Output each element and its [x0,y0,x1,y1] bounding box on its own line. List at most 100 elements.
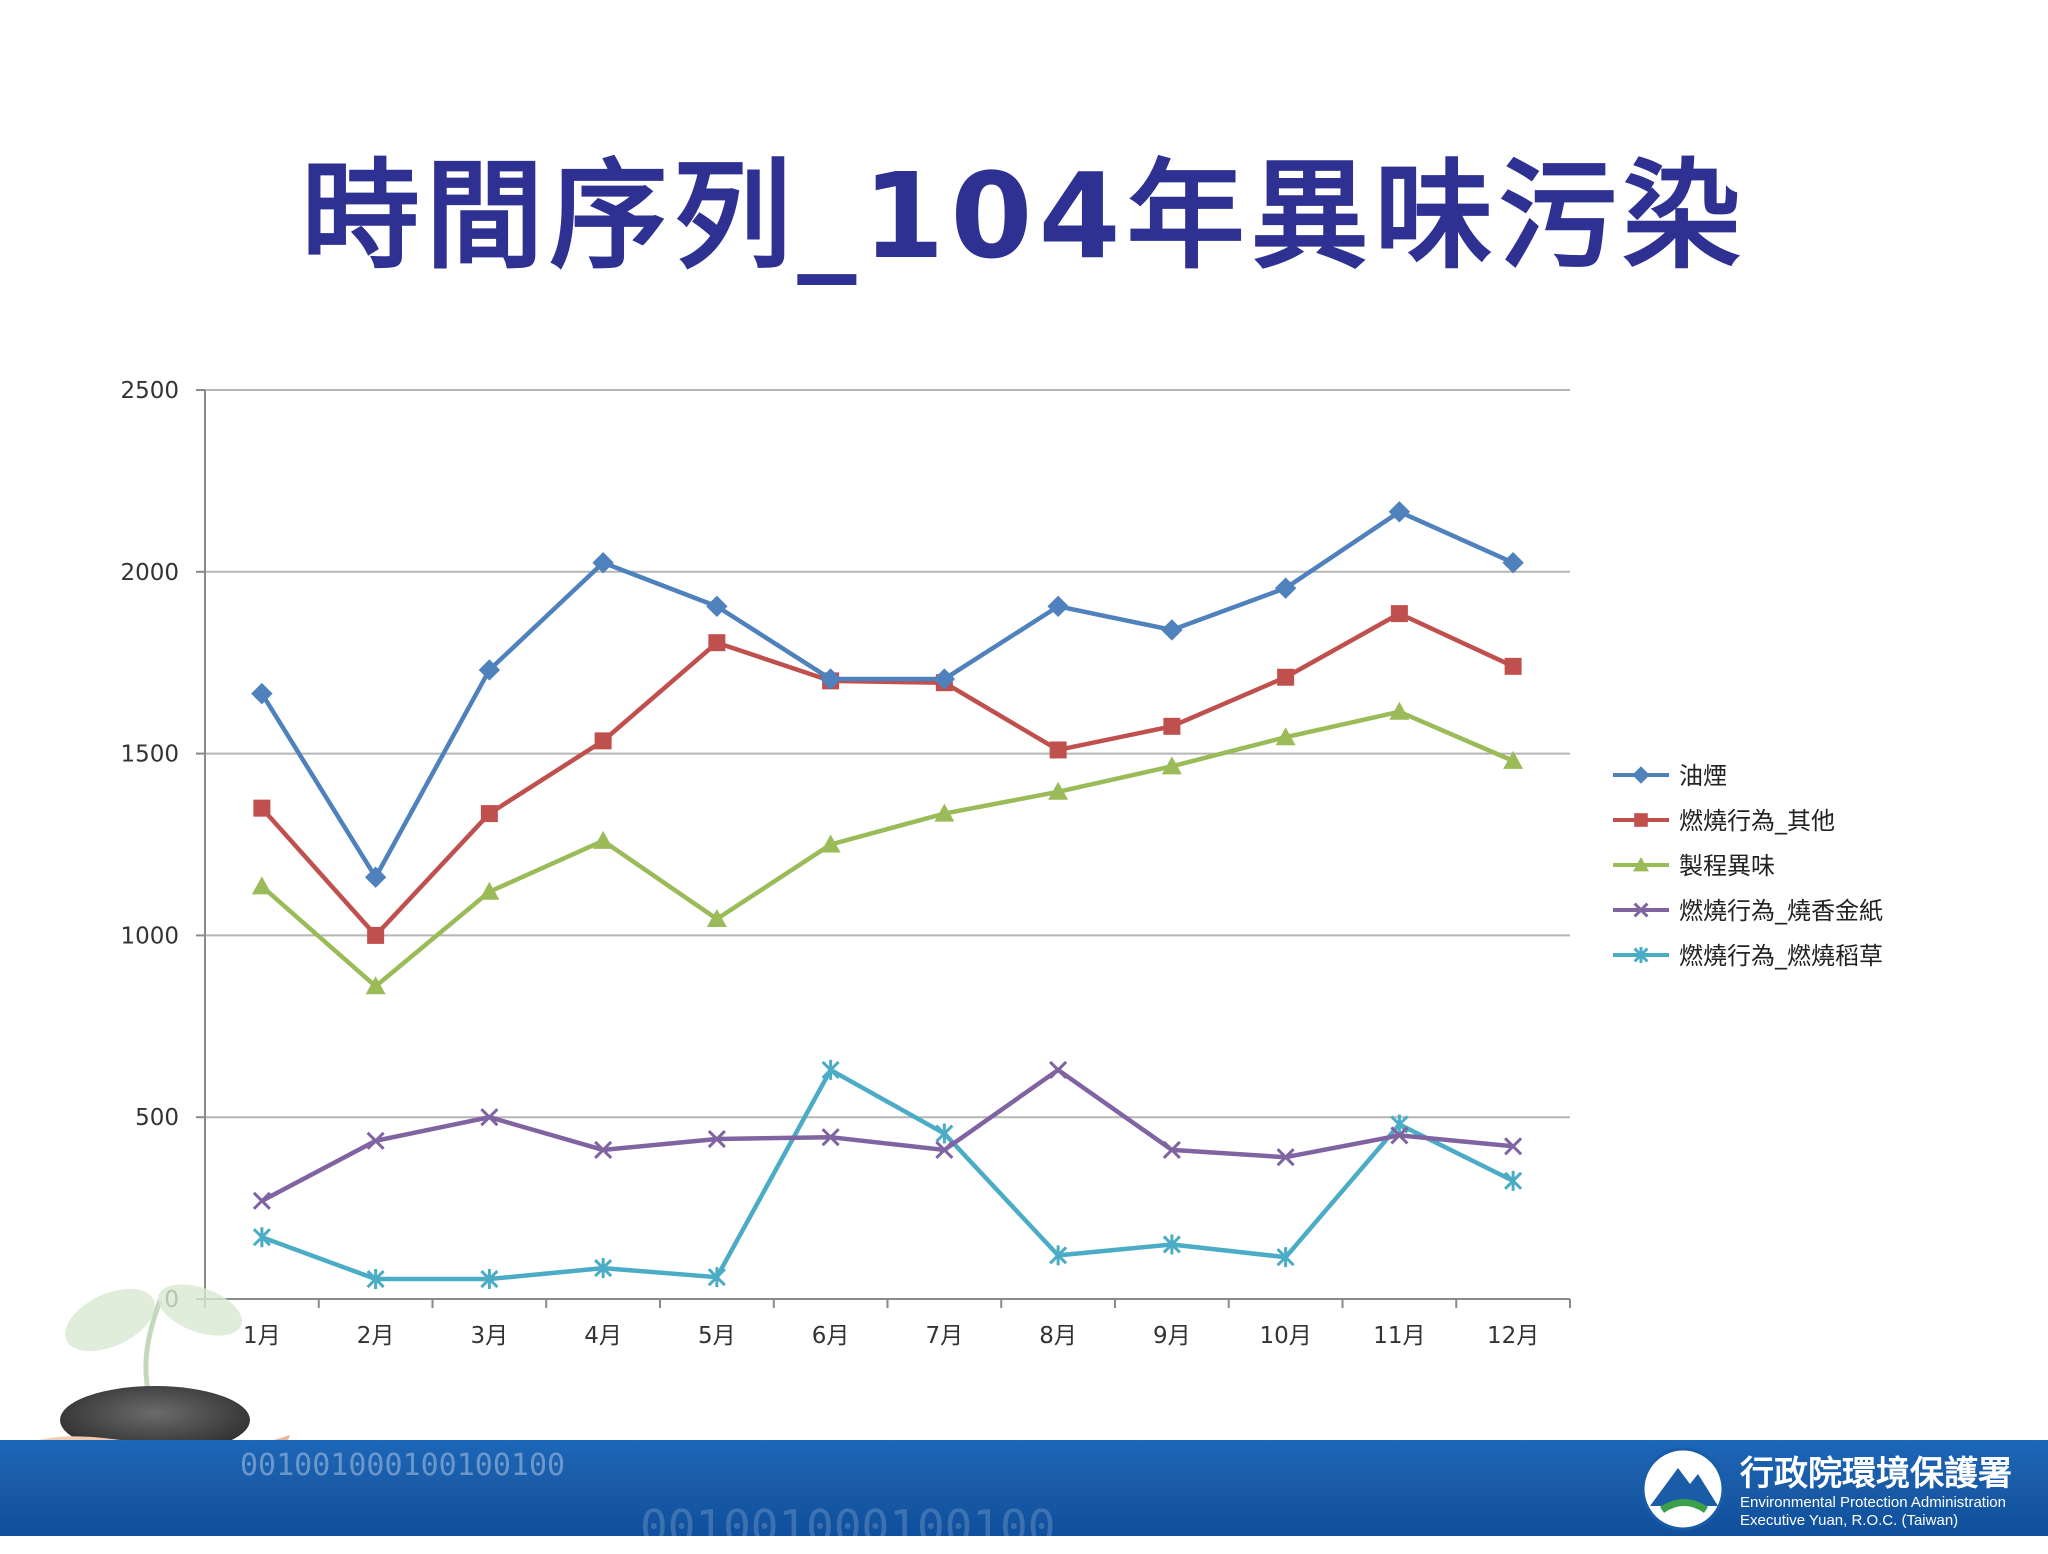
data-point [367,926,385,944]
series-group [251,701,1524,995]
data-point [708,634,726,652]
agency-name-english: Executive Yuan, R.O.C. (Taiwan) [1740,1512,1959,1529]
series-group [252,1059,1523,1289]
y-tick-label: 2000 [120,560,179,586]
legend-label: 油煙 [1679,762,1727,790]
data-point [1162,1140,1181,1159]
data-point [1633,947,1649,963]
data-point [1049,741,1067,759]
data-point [1162,1234,1181,1255]
x-tick-label: 1月 [243,1323,281,1349]
data-point [1277,668,1295,686]
series [251,501,1524,1289]
data-point [1274,577,1297,599]
series-line [260,709,1515,989]
series-line [260,1067,1514,1203]
series-line [261,1067,1515,1282]
data-point [1633,902,1649,918]
data-point [1503,750,1524,769]
data-point [364,866,387,888]
legend-item: 油煙 [1613,762,1727,790]
agency-name-english: Environmental Protection Administration [1740,1494,2006,1511]
legend-item: 燃燒行為_燒香金紙 [1613,897,1883,925]
data-point [1632,766,1650,784]
data-point [1504,1170,1523,1191]
x-tick-label: 3月 [471,1323,509,1349]
binary-decoration: 001001000100100100 [240,1448,566,1483]
series-line [259,509,1515,880]
axes: 050010001500200025001月2月3月4月5月6月7月8月9月10… [120,378,1571,1349]
data-point [252,1191,271,1210]
data-point [592,552,614,574]
legend-item: 燃燒行為_其他 [1613,807,1835,835]
legend-label: 製程異味 [1679,852,1775,880]
legend-label: 燃燒行為_燃燒稻草 [1679,942,1883,970]
legend-label: 燃燒行為_其他 [1679,807,1835,835]
data-point [821,1059,840,1080]
data-point [706,595,728,618]
data-point [1634,813,1648,827]
data-point [366,1131,385,1150]
data-point [253,799,271,817]
data-point [1633,857,1649,872]
data-point [1502,552,1524,574]
data-point [707,1267,726,1288]
legend-item: 燃燒行為_燃燒稻草 [1613,942,1883,970]
data-point [1049,1060,1068,1079]
y-tick-label: 1500 [120,742,179,768]
data-point [365,976,386,995]
x-tick-label: 9月 [1153,1323,1191,1349]
data-point [480,805,498,823]
y-tick-label: 2500 [120,378,179,404]
data-point [1390,1126,1409,1145]
data-point [1390,605,1408,623]
data-point [1047,595,1069,618]
x-tick-label: 11月 [1373,1323,1425,1349]
data-point [707,1129,726,1149]
agency-name: 行政院環境保護署 [1740,1454,2012,1494]
slide-title: 時間序列_104年異味污染 [301,147,1747,285]
gridlines [205,389,1570,1119]
x-tick-label: 4月 [584,1323,622,1349]
data-point [935,1123,954,1144]
data-point [252,1227,271,1248]
x-tick-label: 2月 [357,1323,395,1349]
epa-logo-icon [1641,1447,1725,1531]
line-chart: 050010001500200025001月2月3月4月5月6月7月8月9月10… [120,378,1883,1349]
data-point [1388,501,1411,523]
data-point [1275,727,1296,746]
x-tick-label: 12月 [1487,1323,1539,1349]
data-point [1161,619,1183,641]
data-point [1276,1148,1295,1167]
data-point [594,1258,613,1279]
data-point [594,1140,613,1159]
data-point [366,1269,385,1289]
data-point [479,881,500,900]
data-point [934,803,955,822]
data-point [1048,781,1069,800]
data-point [480,1269,499,1289]
data-point [706,909,727,928]
y-tick-label: 1000 [120,923,179,949]
series-line [260,611,1515,938]
legend-item: 製程異味 [1613,852,1775,880]
data-point [593,830,614,849]
series-group [253,605,1522,944]
series-group [252,1060,1523,1210]
data-point [1389,701,1410,720]
legend-label: 燃燒行為_燒香金紙 [1679,897,1883,925]
data-point [251,682,273,705]
agency-branding: 行政院環境保護署 Environmental Protection Admini… [1640,1446,2040,1532]
data-point [1163,717,1181,735]
data-point [819,668,842,690]
series-group [251,501,1524,888]
data-point [1049,1245,1068,1266]
data-point [933,668,956,690]
data-point [935,1140,954,1159]
data-point [820,834,841,853]
data-point [1276,1247,1295,1268]
data-point [821,1128,840,1147]
x-tick-label: 10月 [1259,1323,1311,1349]
x-tick-label: 6月 [812,1323,850,1349]
